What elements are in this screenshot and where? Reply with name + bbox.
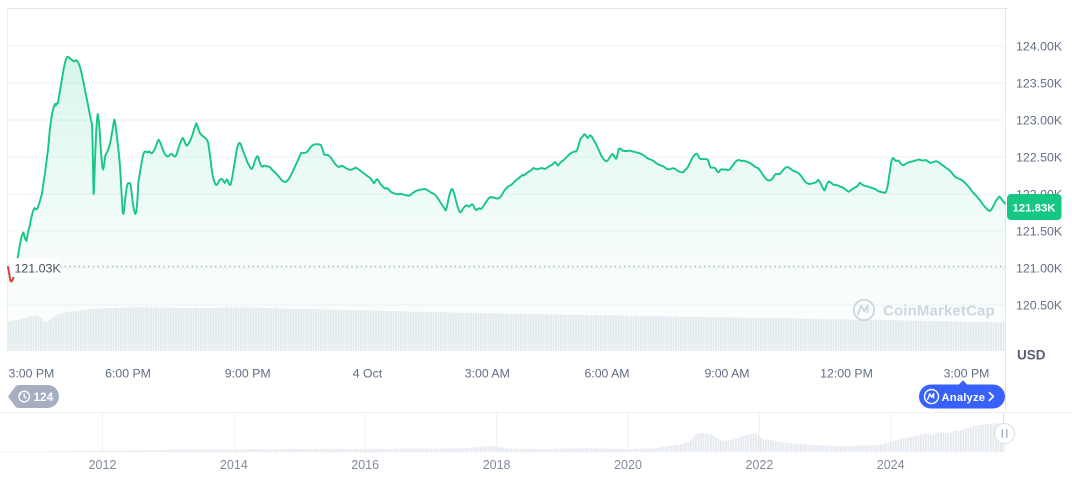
svg-text:123.50K: 123.50K <box>1016 77 1063 91</box>
svg-text:2014: 2014 <box>220 458 248 472</box>
svg-text:124: 124 <box>34 390 54 404</box>
svg-text:Analyze: Analyze <box>942 392 986 404</box>
svg-text:122.50K: 122.50K <box>1016 151 1063 165</box>
svg-text:124.00K: 124.00K <box>1016 40 1063 54</box>
svg-text:9:00 PM: 9:00 PM <box>225 367 271 381</box>
svg-text:9:00 AM: 9:00 AM <box>704 367 749 381</box>
svg-text:USD: USD <box>1017 348 1046 363</box>
svg-text:6:00 PM: 6:00 PM <box>105 367 151 381</box>
svg-text:120.50K: 120.50K <box>1016 299 1063 313</box>
svg-text:2018: 2018 <box>483 458 511 472</box>
svg-text:2022: 2022 <box>745 458 773 472</box>
svg-text:2020: 2020 <box>614 458 642 472</box>
svg-text:2012: 2012 <box>89 458 117 472</box>
svg-text:3:00 AM: 3:00 AM <box>465 367 510 381</box>
svg-text:4 Oct: 4 Oct <box>353 367 383 381</box>
svg-text:121.03K: 121.03K <box>15 261 62 275</box>
svg-text:121.83K: 121.83K <box>1012 202 1056 214</box>
svg-text:121.50K: 121.50K <box>1016 225 1063 239</box>
svg-text:3:00 PM: 3:00 PM <box>944 367 990 381</box>
svg-text:2024: 2024 <box>877 458 905 472</box>
svg-text:2016: 2016 <box>351 458 379 472</box>
svg-text:6:00 AM: 6:00 AM <box>584 367 629 381</box>
svg-text:121.00K: 121.00K <box>1016 262 1063 276</box>
svg-text:3:00 PM: 3:00 PM <box>9 367 55 381</box>
svg-text:123.00K: 123.00K <box>1016 114 1063 128</box>
svg-text:12:00 PM: 12:00 PM <box>820 367 873 381</box>
